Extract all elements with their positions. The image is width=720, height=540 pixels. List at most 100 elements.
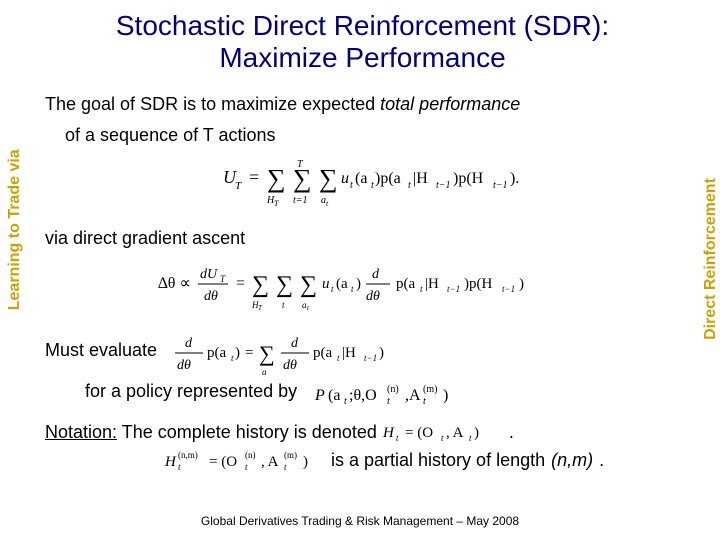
svg-text:t: t: [326, 199, 329, 208]
for-policy-label: for a policy represented by: [85, 379, 297, 403]
partial-end: .: [599, 448, 604, 472]
svg-text:∑: ∑: [252, 272, 269, 298]
svg-text:t−1: t−1: [502, 284, 515, 294]
svg-text:): ): [519, 276, 524, 292]
svg-text:): ): [443, 387, 448, 404]
svg-text:)p(H: )p(H: [453, 170, 484, 187]
svg-text:T: T: [235, 180, 242, 192]
svg-text:): ): [303, 454, 308, 470]
svg-text:= (O: = (O: [405, 425, 433, 441]
goal-line-2: of a sequence of T actions: [45, 123, 700, 147]
svg-text:=: =: [236, 275, 245, 292]
svg-text:H: H: [382, 425, 395, 441]
svg-text:): ): [356, 276, 361, 292]
svg-text:t: t: [282, 300, 285, 310]
svg-text:(n,m): (n,m): [178, 450, 198, 460]
title-line-1: Stochastic Direct Reinforcement (SDR):: [116, 10, 609, 41]
partial-prefix: is a partial history of length: [331, 448, 545, 472]
svg-text:u: u: [322, 276, 330, 292]
svg-text:)p(a: )p(a: [375, 170, 401, 187]
svg-text:;θ,O: ;θ,O: [349, 387, 377, 404]
svg-text:): ): [474, 425, 479, 441]
formula-utility: U T = ∑ H T ∑ t=1 T ∑ a t u t (a t )p(a …: [45, 153, 700, 212]
svg-text:P: P: [314, 387, 325, 404]
svg-text:t: t: [420, 284, 423, 294]
svg-text:|H: |H: [342, 345, 356, 361]
svg-text:): ): [379, 345, 384, 361]
goal-italic: total performance: [375, 94, 520, 114]
svg-text:t: t: [396, 433, 399, 443]
svg-text:d: d: [372, 267, 380, 282]
svg-text:T: T: [274, 199, 279, 208]
svg-text:∑: ∑: [300, 272, 317, 298]
right-side-label: Direct Reinforcement: [702, 178, 720, 340]
must-evaluate-row: Must evaluate d dθ p(a t ) = ∑ a d dθ p(…: [45, 331, 700, 375]
svg-text:|H: |H: [425, 276, 439, 292]
svg-text:p(a: p(a: [207, 345, 226, 361]
formula-partial-history: H t (n,m) = (O t (n) , A t (m) ): [165, 446, 325, 474]
svg-text:|H: |H: [413, 170, 428, 187]
svg-text:t: t: [178, 462, 181, 472]
svg-text:=: =: [249, 167, 259, 187]
svg-text:)p(H: )p(H: [464, 276, 492, 292]
svg-text:t: t: [423, 396, 426, 407]
formula-derivative-p: d dθ p(a t ) = ∑ a d dθ p(a t |H t−1 ): [175, 331, 385, 375]
svg-text:, A: , A: [261, 454, 279, 470]
svg-text:t: t: [441, 433, 444, 443]
slide-title: Stochastic Direct Reinforcement (SDR): M…: [45, 10, 700, 74]
via-text: via direct gradient ascent: [45, 226, 700, 250]
svg-text:t−1: t−1: [364, 353, 377, 363]
svg-text:(n): (n): [245, 450, 256, 460]
svg-text:∑: ∑: [267, 164, 286, 193]
svg-text:a: a: [262, 367, 267, 377]
svg-text:t: t: [344, 396, 347, 407]
svg-text:t: t: [307, 304, 310, 312]
svg-text:T: T: [220, 274, 226, 284]
svg-text:dθ: dθ: [177, 358, 191, 373]
svg-text:dU: dU: [200, 267, 218, 282]
must-eval-label: Must evaluate: [45, 338, 157, 362]
svg-text:t: t: [337, 353, 340, 363]
svg-text:): ): [235, 345, 240, 361]
svg-text:t: t: [245, 462, 248, 472]
svg-text:dθ: dθ: [204, 289, 218, 304]
svg-text:=: =: [245, 345, 253, 361]
svg-text:t−1: t−1: [436, 180, 451, 191]
svg-text:t: t: [469, 433, 472, 443]
notation-label: Notation:: [45, 422, 117, 442]
slide-footer: Global Derivatives Trading & Risk Manage…: [0, 514, 720, 528]
svg-text:= (O: = (O: [209, 454, 237, 470]
svg-text:t: t: [231, 353, 234, 363]
svg-text:t: t: [387, 396, 390, 407]
svg-text:(a: (a: [328, 387, 340, 404]
svg-text:dθ: dθ: [283, 358, 297, 373]
svg-text:t: t: [284, 462, 287, 472]
svg-text:p(a: p(a: [313, 345, 332, 361]
formula-history: H t = (O t , A t ): [383, 420, 503, 444]
svg-text:d: d: [185, 336, 193, 351]
svg-text:t: t: [351, 284, 354, 294]
svg-text:t: t: [350, 180, 353, 191]
svg-text:, A: , A: [446, 425, 464, 441]
slide: Learning to Trade via Direct Reinforceme…: [0, 0, 720, 540]
svg-text:T: T: [258, 304, 263, 312]
svg-text:dθ: dθ: [366, 289, 380, 304]
goal-text: The goal of SDR is to maximize expected …: [45, 92, 700, 116]
notation-rest: The complete history is denoted: [117, 422, 377, 442]
svg-text:,A: ,A: [405, 387, 421, 404]
svg-text:t−1: t−1: [493, 180, 508, 191]
svg-text:u: u: [341, 170, 349, 187]
partial-history-line: H t (n,m) = (O t (n) , A t (m) ) is a pa…: [45, 446, 700, 474]
svg-text:d: d: [291, 336, 299, 351]
svg-text:t: t: [331, 284, 334, 294]
svg-text:H: H: [164, 454, 177, 470]
goal-prefix: The goal of SDR is to maximize expected: [45, 94, 375, 114]
title-line-2: Maximize Performance: [219, 42, 505, 73]
svg-text:∑: ∑: [319, 164, 338, 193]
svg-text:∑: ∑: [276, 272, 293, 298]
formula-policy: P (a t ;θ,O t (n) ,A t (m) ): [315, 380, 475, 408]
partial-nm: (n,m): [551, 448, 593, 472]
left-side-label: Learning to Trade via: [6, 149, 24, 310]
svg-text:).: ).: [510, 170, 519, 187]
notation-line: Notation: The complete history is denote…: [45, 420, 700, 444]
